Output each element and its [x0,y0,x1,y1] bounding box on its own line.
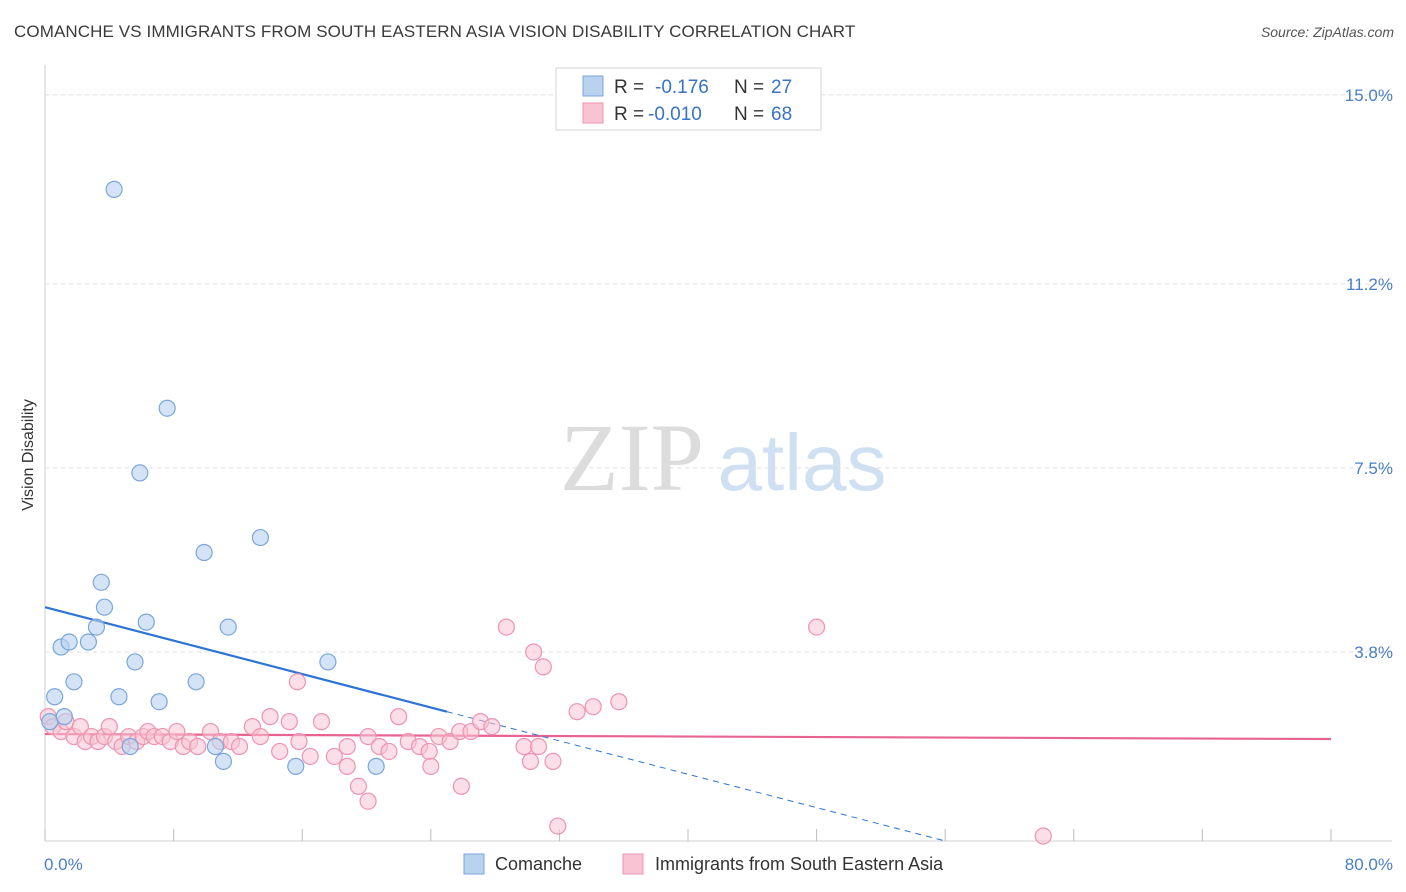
point-comanche [214,752,233,771]
point-immigrants [230,737,249,756]
point-immigrants [390,708,408,726]
point-immigrants [325,747,343,766]
point-comanche [137,613,155,631]
point-comanche [79,633,98,651]
point-immigrants [610,693,628,711]
point-immigrants [338,737,356,756]
point-immigrants [338,757,356,775]
point-immigrants [497,618,515,636]
point-immigrants [483,717,501,736]
bottom-legend-label-immigrants: Immigrants from South Eastern Asia [655,854,944,874]
point-comanche [46,688,64,706]
point-comanche [206,737,224,756]
point-comanche [367,757,385,775]
legend-r-label-immigrants: R = [614,104,644,125]
point-immigrants [359,792,377,810]
point-immigrants [100,717,118,736]
trendline-comanche [44,606,448,713]
point-immigrants [422,757,440,775]
y-tick-label: 15.0% [1345,86,1393,105]
x-tick-label-max: 80.0% [1345,855,1393,874]
point-comanche [95,598,114,616]
point-immigrants [534,658,552,676]
point-immigrants [288,673,306,691]
point-comanche [195,543,213,562]
legend-r-value-comanche: -0.176 [655,77,709,98]
point-immigrants [549,817,567,835]
point-immigrants [584,698,602,716]
point-comanche [251,528,270,547]
point-comanche [105,180,123,198]
x-tick-label-min: 0.0% [44,855,83,874]
point-immigrants [359,727,377,746]
point-immigrants [261,708,279,726]
point-comanche [150,693,168,711]
point-comanche [187,673,205,691]
y-tick-label: 3.8% [1354,643,1393,662]
point-immigrants [420,742,438,761]
point-comanche [121,737,139,756]
point-immigrants [568,703,586,721]
point-immigrants [529,737,548,756]
legend-n-value-immigrants: 68 [771,104,792,125]
point-immigrants [251,727,270,746]
legend-box: R = -0.176 N = 27 R = -0.010 N = 68 [555,67,822,131]
point-immigrants [807,618,826,636]
point-immigrants [290,732,308,751]
legend-n-label-comanche: N = [734,77,764,98]
point-immigrants [280,713,298,731]
point-immigrants [189,737,207,756]
point-comanche [287,757,305,775]
legend-r-label-comanche: R = [614,77,644,98]
point-comanche [219,618,237,636]
point-immigrants [525,643,543,661]
point-immigrants [312,713,331,731]
trendline-comanche-extension [446,711,946,842]
point-comanche [92,573,110,591]
point-comanche [65,673,83,691]
y-axis-label: Vision Disability [20,399,37,511]
bottom-legend: Comanche Immigrants from South Eastern A… [463,853,944,875]
point-comanche [60,633,78,651]
point-immigrants [349,777,368,795]
point-comanche [87,618,106,636]
bottom-legend-swatch-immigrants [622,853,644,875]
source-label: Source: ZipAtlas.com [1260,24,1394,40]
y-tick-label: 7.5% [1354,459,1393,478]
point-immigrants [544,752,562,771]
point-comanche [158,399,176,417]
point-comanche [41,713,59,731]
point-immigrants [1034,827,1052,845]
watermark-zip: ZIP [560,404,704,511]
legend-swatch-comanche [582,75,604,97]
chart-title: COMANCHE VS IMMIGRANTS FROM SOUTH EASTER… [14,22,856,41]
point-immigrants [452,777,470,795]
bottom-legend-label-comanche: Comanche [495,854,582,874]
legend-r-value-immigrants: -0.010 [648,104,702,125]
point-immigrants [168,722,186,741]
point-comanche [319,653,337,671]
watermark-atlas: atlas [718,418,887,507]
point-immigrants [515,737,533,756]
bottom-legend-swatch-comanche [463,853,485,875]
legend-n-label-immigrants: N = [734,104,764,125]
point-comanche [131,464,149,482]
y-tick-label: 11.2% [1346,275,1393,294]
legend-swatch-immigrants [582,102,604,124]
legend-n-value-comanche: 27 [771,77,792,98]
point-comanche [126,653,144,671]
point-immigrants [380,742,398,761]
point-immigrants [521,752,540,771]
point-immigrants [301,747,319,766]
point-immigrants [271,742,289,761]
point-comanche [110,688,128,706]
point-comanche [55,708,73,726]
